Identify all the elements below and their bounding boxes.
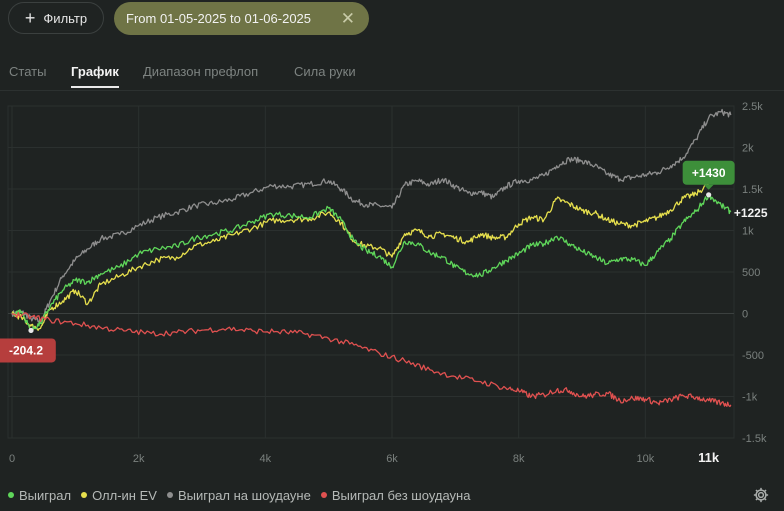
legend-dot [81,492,88,498]
y-tick-label: 500 [742,267,760,279]
y-tick-label: 0 [742,309,748,321]
legend-dot [320,492,327,498]
tab-preflop-range[interactable]: Диапазон префлоп [143,64,259,79]
legend-label: Олл-ин EV [92,487,157,503]
marker-dot [706,192,712,198]
legend-item-won[interactable]: Выиграл [8,488,71,503]
tab-stats[interactable]: Статы [9,64,47,79]
close-icon[interactable]: ✕ [340,9,355,28]
annotation-badge [682,160,735,185]
x-tick-label: 2k [133,453,145,465]
legend-item-non-showdown[interactable]: Выиграл без шоудауна [320,487,471,503]
date-range-label: From 01-05-2025 to 01-06-2025 [126,11,312,26]
y-tick-label: -500 [742,350,764,362]
legend-label: Выиграл на шоудауне [177,487,311,503]
annotation-label: -204.2 [9,343,43,357]
date-range-chip[interactable]: From 01-05-2025 to 01-06-2025 ✕ [114,2,369,35]
chart-legend: Выиграл Олл-ин EV Выиграл на шоудауне Вы… [8,486,480,504]
marker-dot [28,327,34,334]
x-tick-label: 4k [260,453,272,465]
legend-item-allin-ev[interactable]: Олл-ин EV [81,488,157,503]
legend-dot [8,492,14,498]
winnings-chart: 0 2k 4k 6k 8k 10k 11k 2.5k 2k 1.5k 1k 500 0 -500 -1k -1… [0,101,768,465]
series-line-1 [11,175,732,331]
divider [0,90,784,91]
annotation-pointer [703,184,714,190]
tab-graph[interactable]: График [71,64,119,79]
y-tick-label: -1.5k [742,433,767,445]
tab-hand-strength[interactable]: Сила руки [294,64,356,79]
top-bar: + Фильтр From 01-05-2025 to 01-06-2025 ✕ [0,0,784,40]
x-tick-label: 8k [513,453,525,465]
end-value-label: +1225 [734,206,768,220]
x-tick-label: 6k [386,453,398,465]
y-tick-label: 1.5k [742,184,763,196]
x-tick-label: 11k [698,450,720,465]
annotation-label: +1430 [692,166,726,180]
y-tick-label: 1k [742,226,754,238]
legend-dot [166,492,173,498]
legend-label: Выиграл без шоудауна [331,487,471,503]
annotation-badge [0,338,56,363]
series-line-3 [11,311,732,408]
series-line-2 [11,192,732,333]
legend-label: Выиграл [19,487,72,503]
x-tick-label: 10k [636,453,654,465]
x-tick-label: 0 [9,453,15,465]
series-line-0 [11,108,732,323]
gear-icon[interactable] [752,486,770,504]
filter-label: Фильтр [43,10,88,26]
tab-bar: Статы График Диапазон префлоп Сила руки [0,56,784,90]
legend-item-showdown[interactable]: Выиграл на шоудауне [166,487,311,503]
y-tick-label: -1k [742,392,758,404]
y-tick-label: 2.5k [742,101,763,113]
y-tick-label: 2k [742,143,754,155]
active-tab-indicator [71,86,119,88]
filter-button[interactable]: + Фильтр [8,2,104,34]
plus-icon: + [24,8,36,28]
